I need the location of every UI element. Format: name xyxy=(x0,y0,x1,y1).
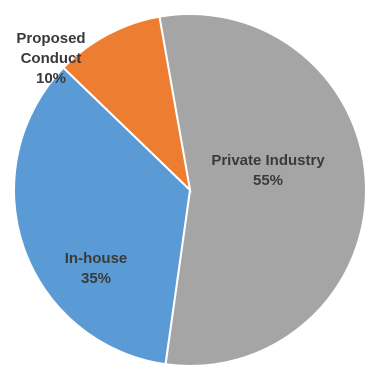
pie-slice-in-house xyxy=(13,66,192,366)
pie-slice-private-industry xyxy=(158,13,367,367)
pie-labels: Private Industry 55% In-house 35% Proposed Co… xyxy=(16,30,325,287)
slice-name-label: In-house xyxy=(65,250,128,267)
slice-name-label: Private Industry xyxy=(211,152,325,169)
slice-name-label: Conduct xyxy=(21,50,82,67)
pie-slices xyxy=(13,13,367,367)
slice-label: In-house 35% xyxy=(65,250,128,287)
slice-label: Private Industry 55% xyxy=(211,152,325,189)
pie-slice-proposed-conduct xyxy=(61,15,192,193)
slice-value-label: 10% xyxy=(36,70,66,87)
slice-value-label: 35% xyxy=(81,270,111,287)
slice-name-label: Proposed xyxy=(16,30,85,47)
slice-value-label: 55% xyxy=(253,172,283,189)
slice-label: Proposed Conduct 10% xyxy=(16,30,85,87)
